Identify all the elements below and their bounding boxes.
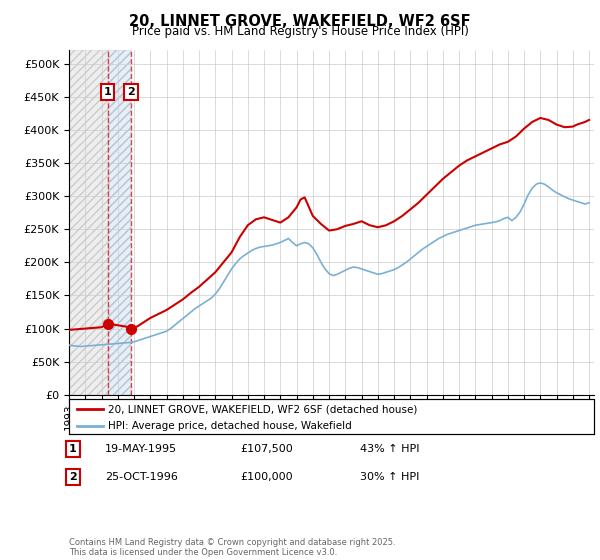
Text: 2: 2 [127, 87, 135, 97]
Text: 19-MAY-1995: 19-MAY-1995 [105, 444, 177, 454]
Text: HPI: Average price, detached house, Wakefield: HPI: Average price, detached house, Wake… [109, 421, 352, 431]
Bar [107, 50, 131, 395]
Text: 2: 2 [69, 472, 77, 482]
Text: 25-OCT-1996: 25-OCT-1996 [105, 472, 178, 482]
Text: 1: 1 [69, 444, 77, 454]
Text: 20, LINNET GROVE, WAKEFIELD, WF2 6SF: 20, LINNET GROVE, WAKEFIELD, WF2 6SF [129, 14, 471, 29]
Text: 43% ↑ HPI: 43% ↑ HPI [360, 444, 419, 454]
Bar [69, 50, 107, 395]
Text: 30% ↑ HPI: 30% ↑ HPI [360, 472, 419, 482]
Text: £100,000: £100,000 [240, 472, 293, 482]
Text: £107,500: £107,500 [240, 444, 293, 454]
Text: Contains HM Land Registry data © Crown copyright and database right 2025.
This d: Contains HM Land Registry data © Crown c… [69, 538, 395, 557]
Text: 1: 1 [104, 87, 112, 97]
Text: Price paid vs. HM Land Registry's House Price Index (HPI): Price paid vs. HM Land Registry's House … [131, 25, 469, 38]
Text: 20, LINNET GROVE, WAKEFIELD, WF2 6SF (detached house): 20, LINNET GROVE, WAKEFIELD, WF2 6SF (de… [109, 404, 418, 414]
